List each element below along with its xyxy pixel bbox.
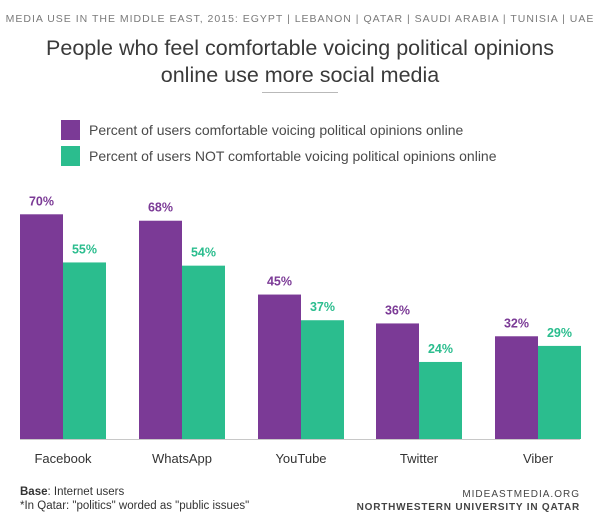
value-label-twitter-not-comfortable: 24% [428, 342, 453, 356]
bar-viber-comfortable [495, 336, 538, 439]
base-text: : Internet users [47, 486, 125, 498]
source-institution: NORTHWESTERN UNIVERSITY IN QATAR [356, 502, 580, 513]
base-label: Base [20, 486, 48, 498]
bar-youtube-not-comfortable [301, 320, 344, 439]
legend-swatch-comfortable [61, 120, 80, 140]
value-label-whatsapp-comfortable: 68% [148, 201, 173, 215]
bar-facebook-not-comfortable [63, 262, 106, 439]
chart-title-line2: online use more social media [160, 63, 440, 87]
value-label-facebook-not-comfortable: 55% [72, 242, 97, 256]
legend-label-comfortable: Percent of users comfortable voicing pol… [89, 122, 464, 138]
chart-title: People who feel comfortable voicing poli… [0, 35, 600, 89]
category-label-viber: Viber [523, 451, 554, 466]
bar-whatsapp-not-comfortable [182, 265, 225, 439]
footer-source: MIDEASTMEDIA.ORG NORTHWESTERN UNIVERSITY… [357, 488, 580, 514]
value-label-viber-not-comfortable: 29% [547, 326, 572, 340]
chart-supertitle: MEDIA USE IN THE MIDDLE EAST, 2015: EGYP… [5, 13, 595, 25]
title-divider [262, 92, 338, 93]
value-label-youtube-not-comfortable: 37% [310, 300, 335, 314]
value-label-viber-comfortable: 32% [504, 316, 529, 330]
bar-twitter-comfortable [376, 323, 419, 439]
value-label-facebook-comfortable: 70% [29, 194, 54, 208]
qatar-note: *In Qatar: "politics" worded as "public … [20, 500, 250, 512]
bar-chart: 70% 55% Facebook 68% 54% WhatsApp 45% 37% YouTub… [20, 194, 581, 466]
value-label-whatsapp-not-comfortable: 54% [191, 246, 216, 260]
bar-facebook-comfortable [20, 214, 63, 439]
value-label-youtube-comfortable: 45% [267, 275, 292, 289]
category-label-facebook: Facebook [34, 451, 92, 466]
category-label-youtube: YouTube [275, 451, 326, 466]
bar-youtube-comfortable [258, 294, 301, 439]
category-label-twitter: Twitter [400, 451, 439, 466]
legend-label-not-comfortable: Percent of users NOT comfortable voicing… [89, 148, 497, 164]
bar-twitter-not-comfortable [419, 361, 462, 439]
chart-title-line1: People who feel comfortable voicing poli… [46, 36, 554, 60]
category-label-whatsapp: WhatsApp [152, 451, 212, 466]
bar-whatsapp-comfortable [139, 220, 182, 439]
base-line: Base: Internet users [20, 485, 249, 499]
bar-viber-not-comfortable [538, 345, 581, 439]
source-website: MIDEASTMEDIA.ORG [462, 489, 580, 500]
legend-swatch-not-comfortable [61, 146, 80, 166]
value-label-twitter-comfortable: 36% [385, 303, 410, 317]
footer-base-note: Base: Internet users *In Qatar: "politic… [20, 485, 249, 513]
